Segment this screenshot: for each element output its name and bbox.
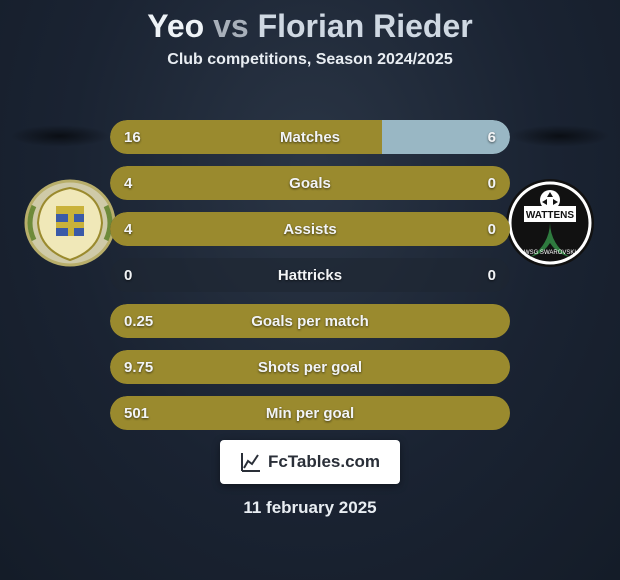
chart-icon xyxy=(240,451,262,473)
stat-label: Goals per match xyxy=(110,304,510,338)
svg-text:WSG SWAROVSKI: WSG SWAROVSKI xyxy=(524,250,576,256)
stat-label: Matches xyxy=(110,120,510,154)
comparison-title: Yeo vs Florian Rieder xyxy=(0,0,620,45)
footer-brand: FcTables.com xyxy=(268,452,380,472)
subtitle: Club competitions, Season 2024/2025 xyxy=(0,51,620,69)
stat-label: Hattricks xyxy=(110,258,510,292)
footer-date: 11 february 2025 xyxy=(0,498,620,518)
stat-label: Goals xyxy=(110,166,510,200)
stat-row: 9.75Shots per goal xyxy=(110,350,510,384)
stat-bars: 166Matches 40Goals 40Assists 00Hattricks 0.2… xyxy=(110,120,510,442)
club-crest-right: WATTENS WSG SWAROVSKI xyxy=(500,178,600,268)
shadow-left xyxy=(10,125,110,147)
club-crest-left xyxy=(20,178,120,268)
svg-text:WATTENS: WATTENS xyxy=(526,210,574,221)
stat-label: Min per goal xyxy=(110,396,510,430)
stat-row: 00Hattricks xyxy=(110,258,510,292)
stat-row: 40Assists xyxy=(110,212,510,246)
stat-row: 40Goals xyxy=(110,166,510,200)
fctables-logo: FcTables.com xyxy=(220,440,400,484)
stat-label: Shots per goal xyxy=(110,350,510,384)
stat-label: Assists xyxy=(110,212,510,246)
stat-row: 0.25Goals per match xyxy=(110,304,510,338)
stat-row: 501Min per goal xyxy=(110,396,510,430)
shadow-right xyxy=(510,125,610,147)
vs-separator: vs xyxy=(213,8,249,44)
stat-row: 166Matches xyxy=(110,120,510,154)
player2-name: Florian Rieder xyxy=(258,8,473,44)
player1-name: Yeo xyxy=(147,8,204,44)
